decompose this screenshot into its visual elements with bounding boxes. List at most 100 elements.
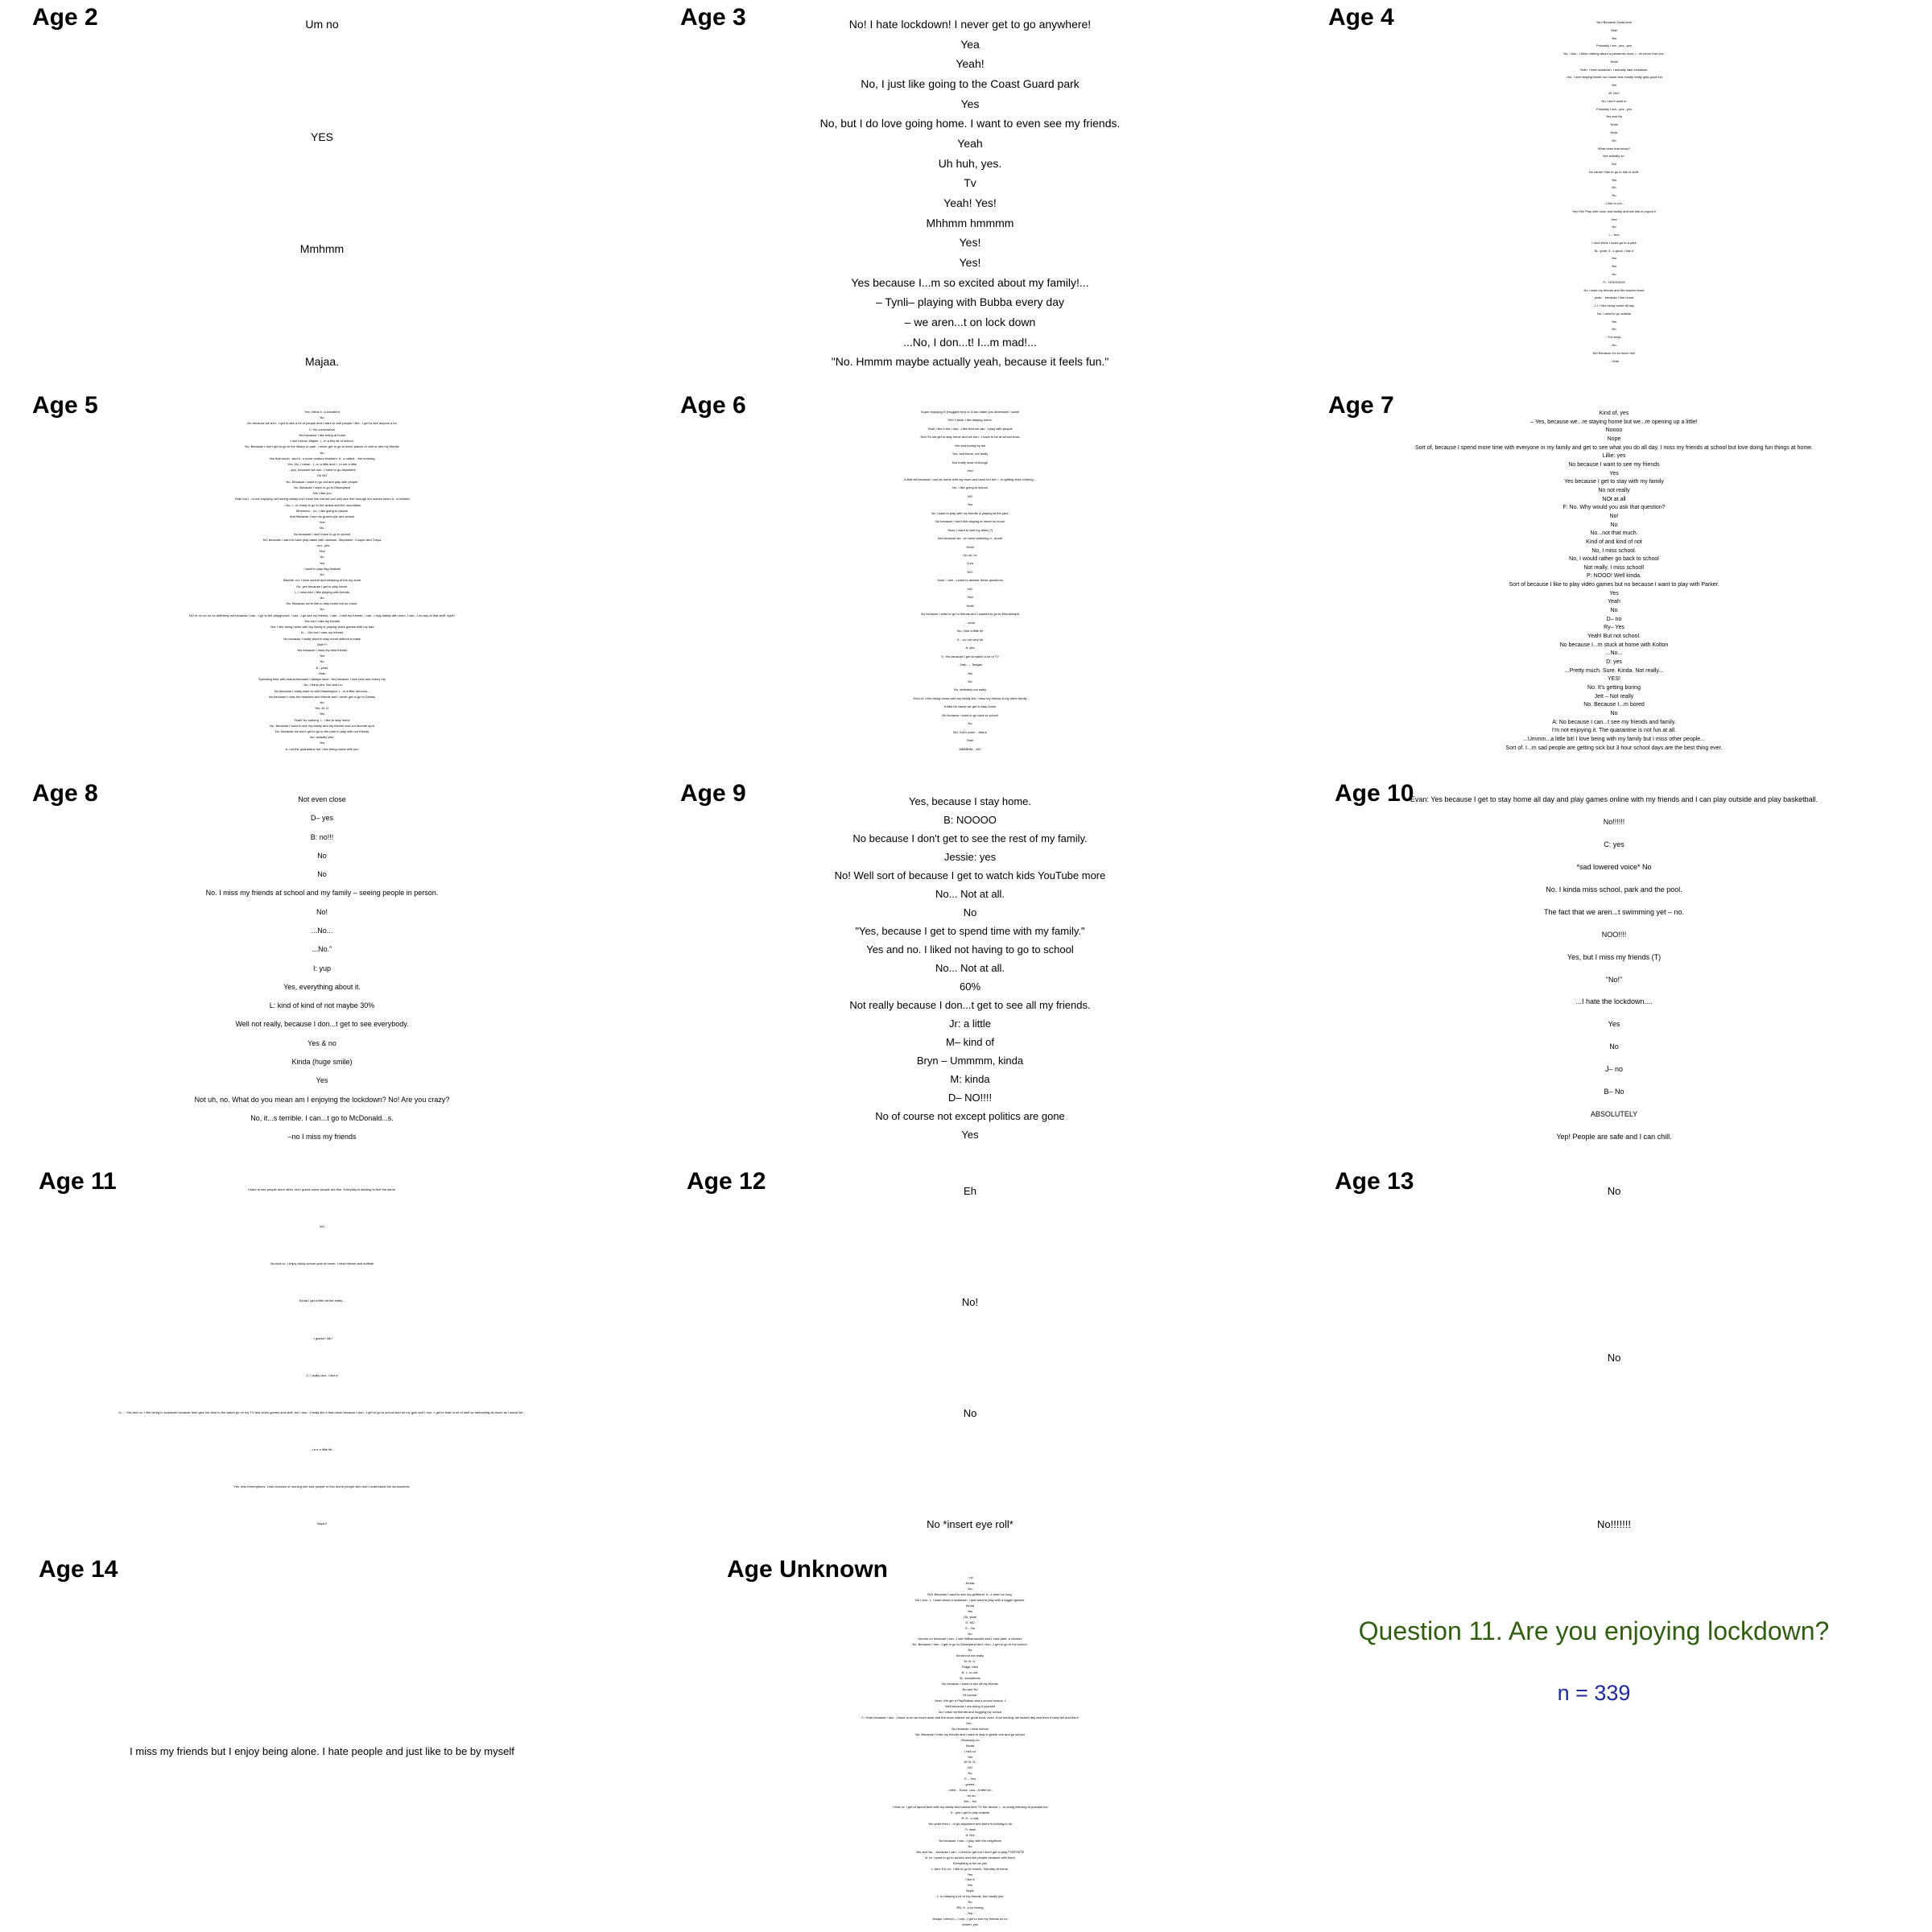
response-text: Yes bbox=[1609, 470, 1619, 477]
response-text: ...No... bbox=[1609, 343, 1619, 348]
response-text: Kinda I get a little bit but really... bbox=[299, 1298, 345, 1303]
response-text: NOO!!!! bbox=[1601, 930, 1627, 939]
response-text: Yeah! Yes! bbox=[943, 196, 997, 209]
response-text: What does that mean? bbox=[1597, 146, 1631, 151]
response-text: Jessie: yes bbox=[943, 851, 997, 864]
response-text: Tv bbox=[964, 176, 976, 190]
response-text: I miss my friends but I enjoy being alon… bbox=[130, 1745, 514, 1758]
panel-age-4: Age 4 Yep! Because Dada here Yeah Yes Proba… bbox=[1296, 0, 1932, 378]
panel-title: Age Unknown bbox=[727, 1556, 888, 1583]
response-text: Yes, and kinda, not really bbox=[952, 452, 989, 456]
response-list: Evan: Yes because I get to stay home all… bbox=[1312, 795, 1916, 1141]
panel-age-unknown: Age Unknown ...no ...Kinda... ...No... NO! … bbox=[648, 1552, 1292, 1932]
panel-title: Age 2 bbox=[32, 4, 98, 31]
response-text: G: NO bbox=[965, 1620, 975, 1624]
response-text: Yes that much...and it...s more outdoor … bbox=[269, 456, 375, 460]
response-text: A: yes bbox=[965, 646, 975, 650]
response-text: No because I want to go back to school bbox=[942, 712, 998, 717]
response-text: ...Yeah. We get a PlayStation and a scho… bbox=[931, 1698, 1009, 1703]
response-list: No No No!!!!!!! bbox=[1312, 1185, 1916, 1531]
response-text: J– no bbox=[1604, 1065, 1624, 1074]
response-text: Lillie: yes bbox=[1602, 453, 1626, 460]
response-text: No, but I do love going home. I want to … bbox=[819, 117, 1121, 130]
response-text: F: No. Why would you ask that question? bbox=[1563, 505, 1666, 511]
response-text: Um no bbox=[305, 18, 339, 31]
response-text: ...No... bbox=[1605, 650, 1623, 657]
response-text: R: H...o nay bbox=[961, 1815, 979, 1820]
panel-age-14: Age 14 I miss my friends but I enjoy bei… bbox=[0, 1552, 644, 1932]
response-text: ...No... bbox=[311, 926, 333, 935]
response-text: E– yeah bbox=[316, 665, 328, 670]
response-text: Yes – No bbox=[963, 1799, 977, 1804]
response-text: P: NOOO! Well kinda. bbox=[1587, 573, 1641, 580]
response-text: No bbox=[320, 555, 324, 559]
response-text: Yes bbox=[1611, 35, 1617, 40]
response-text: No I don...t. I want about a lockdown. I… bbox=[914, 1597, 1026, 1602]
response-text: Kinda bbox=[965, 1743, 975, 1748]
response-text: No bbox=[968, 679, 972, 683]
response-text: ...I hate the lockdown.... bbox=[1575, 997, 1653, 1006]
response-text: No. Because I don't get to go to the lib… bbox=[245, 444, 399, 449]
response-text: D– ...Yes and no. I like being in lockdo… bbox=[118, 1410, 526, 1414]
response-text: A little bit because I can be home with … bbox=[904, 477, 1036, 481]
response-text: The fact that we aren...t swimming yet –… bbox=[1543, 907, 1685, 916]
response-text: No bbox=[968, 1900, 972, 1905]
response-text: Yes! bbox=[319, 520, 325, 525]
response-text: No because I miss school bbox=[952, 1726, 989, 1731]
response-text: Yes! bbox=[959, 255, 981, 269]
response-text: K...yes I get to play outside bbox=[950, 1810, 990, 1815]
response-text: No! bbox=[316, 907, 328, 916]
panel-title: Age 6 bbox=[680, 392, 746, 419]
response-text: No bbox=[317, 870, 327, 879]
response-text: Yes! bbox=[967, 469, 973, 473]
response-text: Yep! Because Dada here bbox=[1596, 20, 1633, 24]
response-text: Yes! bbox=[319, 549, 325, 554]
response-text: Yes bbox=[319, 741, 325, 745]
response-text: Super enjoying it! (Hugged him) or it ca… bbox=[920, 410, 1020, 414]
response-text: M: N: G: bbox=[964, 1760, 976, 1765]
response-text: No!!!!!! bbox=[1603, 817, 1625, 826]
response-text: I hell no bbox=[964, 1748, 976, 1753]
response-text: Yeah! bbox=[1609, 59, 1619, 64]
response-text: No bbox=[320, 450, 324, 455]
panel-title: Age 12 bbox=[687, 1168, 766, 1195]
response-list: Super enjoying it! (Hugged him) or it ca… bbox=[664, 410, 1276, 752]
response-text: No because I want to see my friends bbox=[1568, 461, 1660, 468]
response-text: ...I guess? Idk? bbox=[311, 1335, 333, 1340]
response-text: Yeah! But not school. bbox=[1587, 634, 1641, 640]
response-text: Probably I am...yes...yes bbox=[1596, 106, 1632, 111]
response-text: L Jam: Eh, no. I like to go to church. N… bbox=[931, 1866, 1009, 1871]
response-text: Yes, less interruptions. Less chances of… bbox=[233, 1484, 411, 1488]
response-text: Oh, yes because I get to stay home. bbox=[295, 584, 349, 588]
response-text: I want to play flag football bbox=[303, 566, 341, 571]
response-text: Bryn – Ummmm, kinda bbox=[916, 1055, 1024, 1067]
response-text: ABSOLUTELY bbox=[1590, 1110, 1638, 1119]
response-text: Yes bbox=[319, 712, 325, 716]
response-text: No. Because I...m bored bbox=[1583, 702, 1645, 708]
response-text: C: No coronavirus bbox=[308, 427, 335, 431]
response-text: No I miss my friends and hugging my scho… bbox=[938, 1709, 1002, 1714]
response-text: Kinda but not really bbox=[956, 1653, 985, 1658]
response-text: M– yeah, it...s good, I like it bbox=[1594, 248, 1634, 253]
response-text: B– sometimes bbox=[960, 1676, 980, 1681]
response-text: Well because I am doing it yourself bbox=[945, 1703, 995, 1708]
response-text: S: Yes because I get to watch a lot of T… bbox=[941, 654, 999, 658]
response-text: 60% bbox=[959, 980, 981, 993]
response-text: No and No bbox=[962, 1687, 978, 1692]
response-text: "Yes, because I get to spend time with m… bbox=[855, 925, 1085, 938]
response-text: Sort of, because I spend more time with … bbox=[1414, 444, 1813, 451]
response-text: D– yes bbox=[310, 814, 333, 823]
response-text: Yeah bbox=[957, 136, 983, 150]
response-text: Ok, yeah bbox=[963, 1614, 976, 1619]
response-text: D– NO!!!! bbox=[947, 1092, 993, 1104]
response-text: D: yes bbox=[1606, 659, 1622, 666]
panel-age-8: Age 8 Not even close D– yes B: no!!! No No No… bbox=[0, 776, 644, 1154]
response-text: No, definitely not sadly bbox=[953, 687, 987, 692]
panel-age-2: Age 2 Um no YES Mmhmm Majaa. bbox=[0, 0, 644, 378]
response-text: No bbox=[1612, 185, 1616, 190]
response-text: Jett – Not really bbox=[1594, 693, 1634, 700]
response-text: Yes bbox=[967, 671, 973, 675]
response-text: ...Nah...– Teagan bbox=[957, 663, 983, 667]
response-text: Yes bbox=[316, 1076, 328, 1085]
response-text: Noooo bbox=[1605, 427, 1623, 434]
